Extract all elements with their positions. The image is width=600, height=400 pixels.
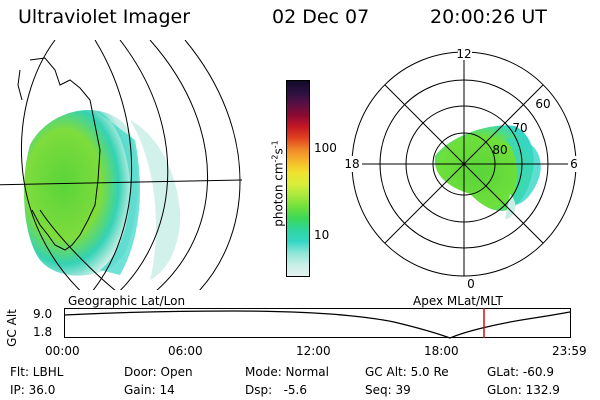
time-label: 20:00:26 UT xyxy=(430,6,547,28)
glon-status: GLon: 132.9 xyxy=(487,383,560,397)
filter-status: Flt: LBHL xyxy=(10,365,64,379)
emission-region xyxy=(24,110,138,276)
mlat-label-80: 80 xyxy=(492,143,507,157)
date-label: 02 Dec 07 xyxy=(272,6,370,28)
timeline-axis-label: GC Alt xyxy=(5,309,19,347)
geographic-image xyxy=(0,40,242,290)
polar-emission xyxy=(434,125,541,219)
timeline-ymax: 9.0 xyxy=(33,307,53,321)
gain-status: Gain: 14 xyxy=(124,383,175,397)
ip-status: IP: 36.0 xyxy=(10,383,56,397)
polar-caption: Apex MLat/MLT xyxy=(413,294,503,308)
colorbar-tick-10: 10 xyxy=(314,228,330,242)
colorbar-gradient xyxy=(287,81,309,276)
altitude-curve xyxy=(64,310,571,339)
mlt-label-18: 18 xyxy=(344,157,359,171)
seq-status: Seq: 39 xyxy=(365,383,411,397)
colorbar xyxy=(286,80,310,277)
mlt-label-6: 6 xyxy=(570,157,578,171)
mlt-label-12: 12 xyxy=(456,47,471,61)
timeline-tick-0600: 06:00 xyxy=(168,344,203,358)
timeline-tick-1800: 18:00 xyxy=(424,344,459,358)
dsp-status: Dsp: -5.6 xyxy=(245,383,308,397)
colorbar-tick-100: 100 xyxy=(314,141,337,155)
gc-alt-status: GC Alt: 5.0 Re xyxy=(365,365,449,379)
timeline-ymin: 1.8 xyxy=(33,325,53,339)
mode-status: Mode: Normal xyxy=(245,365,329,379)
timeline-tick-1200: 12:00 xyxy=(296,344,331,358)
timeline-plot xyxy=(64,308,571,339)
geographic-caption: Geographic Lat/Lon xyxy=(68,294,186,308)
timeline-tick-0000: 00:00 xyxy=(45,344,80,358)
polar-plot: 12 18 6 0 60 70 80 xyxy=(342,46,580,291)
glat-status: GLat: -60.9 xyxy=(487,365,554,379)
instrument-title: Ultraviolet Imager xyxy=(18,6,191,28)
colorbar-unit-label: photon cm-2s-1 xyxy=(270,140,286,227)
mlat-label-60: 60 xyxy=(535,97,550,111)
door-status: Door: Open xyxy=(124,365,193,379)
mlat-label-70: 70 xyxy=(512,121,527,135)
mlt-label-0: 0 xyxy=(467,277,475,291)
timeline-tick-2359: 23:59 xyxy=(552,344,587,358)
coastline xyxy=(29,57,101,251)
